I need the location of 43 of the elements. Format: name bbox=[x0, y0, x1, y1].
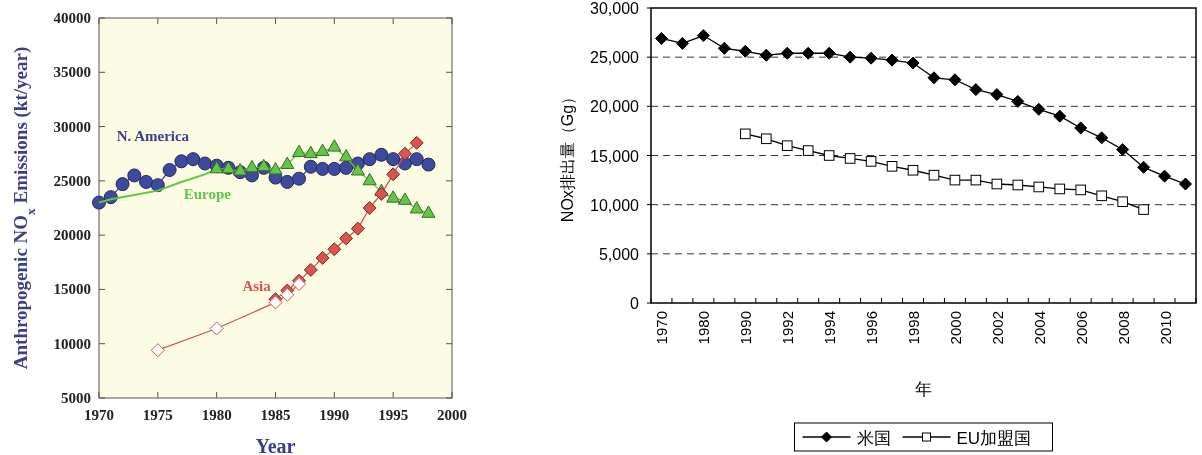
y-axis-title: NOx排出量（Gg） bbox=[559, 88, 576, 223]
x-tick-label: 2000 bbox=[437, 407, 467, 423]
x-tick-label: 1980 bbox=[201, 407, 232, 423]
y-tick-label: 40000 bbox=[53, 10, 91, 26]
y-tick-label: 0 bbox=[630, 295, 640, 312]
x-tick-label: 1994 bbox=[821, 311, 839, 345]
y-tick-label: 15000 bbox=[53, 281, 91, 298]
x-axis-title: Year bbox=[255, 435, 296, 455]
y-tick-label: 10000 bbox=[53, 335, 91, 352]
y-tick-label: 5,000 bbox=[598, 245, 640, 263]
x-tick-label: 2000 bbox=[946, 311, 964, 345]
x-tick-label: 1996 bbox=[863, 311, 881, 345]
x-axis-title: 年 bbox=[915, 380, 932, 399]
x-tick-label: 2006 bbox=[1072, 311, 1090, 345]
x-tick-label: 1998 bbox=[905, 311, 923, 345]
x-tick-label: 1990 bbox=[319, 407, 350, 423]
y-tick-label: 25,000 bbox=[590, 49, 640, 67]
legend-label: EU加盟国 bbox=[956, 429, 1032, 448]
x-tick-label: 2008 bbox=[1114, 311, 1132, 345]
x-tick-label: 1995 bbox=[378, 407, 409, 423]
series-label: Asia bbox=[242, 277, 272, 294]
series-label: Europe bbox=[183, 185, 232, 202]
x-tick-label: 1985 bbox=[260, 407, 291, 423]
y-tick-label: 35000 bbox=[53, 64, 91, 81]
y-tick-label: 30,000 bbox=[590, 0, 640, 17]
y-tick-label: 15,000 bbox=[590, 147, 640, 165]
y-tick-label: 25000 bbox=[53, 172, 91, 189]
x-tick-label: 1975 bbox=[142, 407, 173, 423]
x-tick-label: 1980 bbox=[695, 311, 713, 345]
x-tick-label: 2004 bbox=[1030, 311, 1048, 345]
x-tick-label: 1992 bbox=[779, 311, 797, 345]
legend-label: 米国 bbox=[856, 429, 891, 448]
x-tick-label: 1970 bbox=[84, 407, 114, 423]
x-tick-label: 1990 bbox=[737, 311, 755, 345]
x-tick-label: 1970 bbox=[653, 311, 671, 345]
y-tick-label: 30000 bbox=[53, 118, 91, 135]
series-label: N. America bbox=[116, 127, 190, 144]
y-tick-label: 10,000 bbox=[590, 196, 640, 214]
y-tick-label: 20000 bbox=[53, 227, 91, 244]
y-tick-label: 20,000 bbox=[590, 98, 640, 116]
x-tick-label: 2002 bbox=[988, 311, 1006, 345]
y-tick-label: 5000 bbox=[61, 390, 91, 406]
x-tick-label: 2010 bbox=[1156, 311, 1174, 345]
